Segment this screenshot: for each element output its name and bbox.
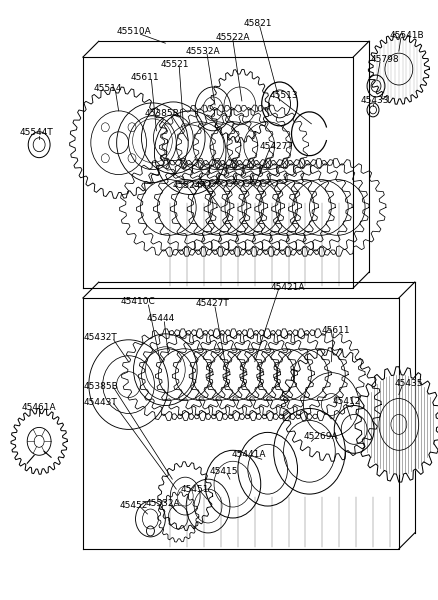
Text: 45415: 45415 <box>209 467 238 476</box>
Text: 45524A: 45524A <box>173 181 207 190</box>
Text: 45421A: 45421A <box>270 283 304 292</box>
Text: 45412: 45412 <box>332 397 360 406</box>
Text: 45541B: 45541B <box>389 31 423 40</box>
Text: 45427T: 45427T <box>259 142 293 151</box>
Text: 45269A: 45269A <box>304 432 338 441</box>
Text: 45514: 45514 <box>93 85 122 94</box>
Text: 45444: 45444 <box>146 314 174 323</box>
Text: 45611: 45611 <box>321 326 350 335</box>
Text: 45443T: 45443T <box>84 398 117 407</box>
Text: 45510A: 45510A <box>116 27 151 36</box>
Text: 45432T: 45432T <box>84 334 117 343</box>
Text: 45544T: 45544T <box>19 128 53 137</box>
Text: 45461A: 45461A <box>22 403 57 412</box>
Text: 45521: 45521 <box>161 59 189 68</box>
Text: 45611: 45611 <box>130 73 159 82</box>
Text: 45821: 45821 <box>243 19 272 28</box>
Text: 45532A: 45532A <box>185 47 220 56</box>
Text: 45452: 45452 <box>119 500 148 509</box>
Text: 45532A: 45532A <box>146 499 180 508</box>
Text: 45427T: 45427T <box>195 299 228 308</box>
Text: 45522A: 45522A <box>215 33 250 42</box>
Text: 45451: 45451 <box>180 485 209 494</box>
Text: 45441A: 45441A <box>231 450 265 459</box>
Text: 45798: 45798 <box>370 55 398 64</box>
Text: 45433: 45433 <box>360 97 389 106</box>
Text: 45435: 45435 <box>394 379 422 388</box>
Text: 45513: 45513 <box>268 91 297 100</box>
Text: 45410C: 45410C <box>120 298 155 307</box>
Text: 45385B: 45385B <box>145 109 179 118</box>
Text: 45385B: 45385B <box>83 382 118 391</box>
